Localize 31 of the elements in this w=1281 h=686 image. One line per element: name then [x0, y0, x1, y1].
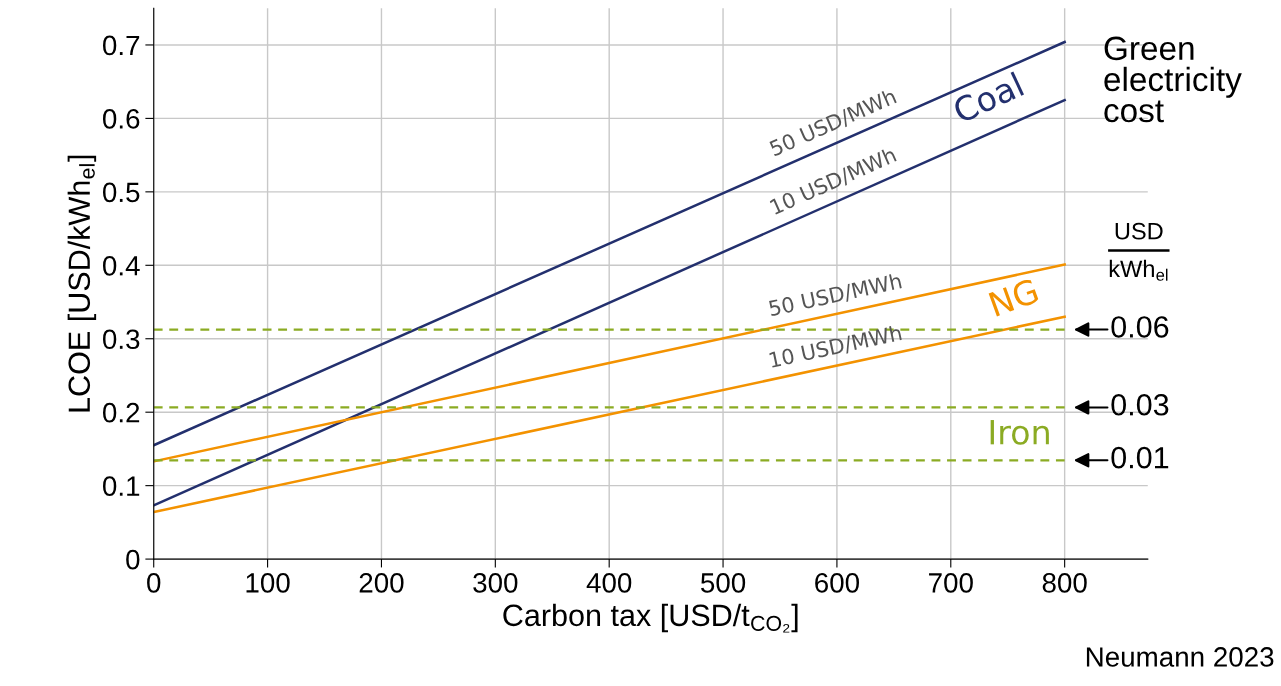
- x-tick-label: 600: [815, 573, 860, 593]
- y-axis-title: LCOE [USD/kWh$_{el}$]: [67, 155, 97, 412]
- annotation: 0.01: [1111, 446, 1169, 469]
- x-tick-label: 300: [473, 573, 518, 593]
- x-tick-label: 0: [147, 573, 161, 593]
- x-tick-label: 700: [929, 573, 973, 593]
- y-tick-label: 0.3: [103, 329, 140, 350]
- y-tick-label: 0.6: [103, 109, 140, 129]
- text: Neumann 2023: [1086, 647, 1274, 667]
- annotation: NG: [988, 277, 1040, 317]
- y-tick-label: 0.2: [103, 402, 140, 423]
- text: 10 USD/MWh: [769, 324, 903, 370]
- annotation: kWh$_{el}$: [1109, 259, 1168, 281]
- text: 50 USD/MWh: [768, 272, 903, 318]
- y-tick-label: 0.1: [103, 476, 140, 496]
- x-tick-label: 100: [246, 573, 290, 593]
- annotation: Green electricity cost: [1104, 36, 1242, 123]
- annotation: 0.03: [1111, 393, 1169, 416]
- annotation: Iron: [990, 420, 1049, 445]
- annotation: 0.06: [1111, 316, 1169, 338]
- y-tick-label: 0.5: [103, 182, 140, 203]
- x-axis-title: Carbon tax [USD/t$_{CO₂}$]: [503, 603, 798, 633]
- x-tick-label: 800: [1042, 573, 1087, 593]
- x-tick-label: 500: [700, 573, 746, 593]
- x-tick-label: 400: [586, 573, 632, 593]
- annotation: Coal: [951, 71, 1025, 124]
- y-tick-label: 0: [126, 549, 140, 570]
- y-tick-label: 0.7: [103, 35, 140, 56]
- annotation: USD: [1115, 222, 1163, 240]
- y-tick-label: 0.4: [103, 255, 140, 276]
- x-tick-label: 200: [359, 573, 404, 593]
